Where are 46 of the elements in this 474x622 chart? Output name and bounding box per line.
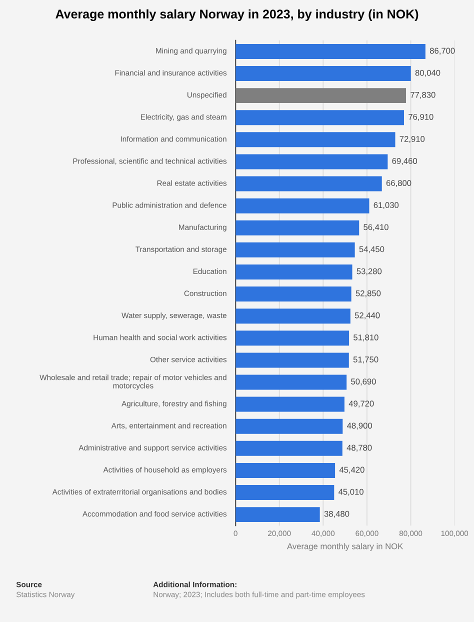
bar <box>236 286 352 302</box>
data-label: 80,040 <box>415 70 440 77</box>
bar <box>236 507 320 522</box>
data-label: 66,800 <box>386 180 412 187</box>
bar <box>236 132 396 148</box>
data-label: 69,460 <box>392 158 418 165</box>
data-label: 54,450 <box>359 246 384 254</box>
data-label: 48,900 <box>347 422 372 430</box>
bar <box>236 374 347 390</box>
bar <box>236 110 404 126</box>
bar <box>236 220 360 236</box>
bar <box>236 44 426 59</box>
data-label: 52,850 <box>356 290 381 298</box>
data-label: 53,280 <box>356 268 382 276</box>
bar <box>236 308 350 324</box>
data-label: 52,440 <box>354 312 380 320</box>
bar <box>236 176 382 192</box>
bar <box>236 352 349 368</box>
bar <box>236 330 350 346</box>
data-label: 45,010 <box>338 488 364 496</box>
data-label: 61,030 <box>374 202 399 210</box>
bar <box>236 88 406 104</box>
data-label: 50,690 <box>351 378 376 386</box>
bar <box>236 198 370 214</box>
data-label: 51,750 <box>353 356 378 364</box>
x-axis-title: Average monthly salary in NOK <box>287 543 404 551</box>
data-label: 51,810 <box>354 334 378 342</box>
bar <box>236 66 411 82</box>
bar <box>236 485 334 500</box>
data-label: 38,480 <box>324 510 350 518</box>
bar <box>236 264 352 280</box>
bar <box>236 462 336 478</box>
data-label: 72,910 <box>400 136 425 143</box>
data-label: 48,780 <box>346 444 372 452</box>
data-label: 56,410 <box>364 224 388 232</box>
data-label: 45,420 <box>339 466 364 474</box>
bar <box>236 396 344 412</box>
data-label: 49,720 <box>348 400 374 408</box>
data-label: 86,700 <box>430 48 455 55</box>
bar <box>236 242 355 258</box>
data-label: 77,830 <box>410 92 436 99</box>
data-label: 76,910 <box>408 114 434 121</box>
chart-title: Average monthly salary Norway in 2023, by industry (in NOK) <box>56 9 418 22</box>
bar <box>236 418 343 434</box>
bar <box>236 154 388 170</box>
bar <box>236 440 342 456</box>
